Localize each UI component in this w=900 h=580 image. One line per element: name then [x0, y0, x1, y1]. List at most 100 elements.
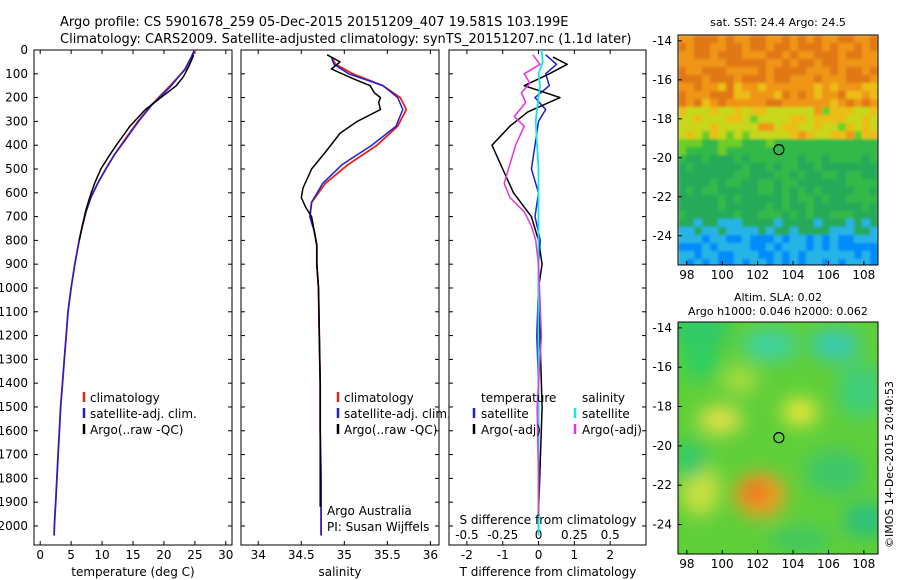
salinity-series: [300, 54, 408, 536]
legend-label-t-argo: Argo(-adj): [481, 423, 541, 437]
legend-label-argo: Argo(..raw -QC): [344, 423, 437, 437]
lon-tick-label: 100: [711, 557, 734, 571]
lat-tick-label: -14: [652, 321, 672, 335]
depth-tick-label: 900: [5, 257, 28, 271]
sst-map-panel: sat. SST: 24.4 Argo: 24.5 98 100 102 104 106…: [652, 16, 879, 282]
lat-tick-label: -22: [652, 478, 672, 492]
differences-plot-frame: [448, 49, 647, 546]
x-tick-label: 15: [125, 548, 140, 562]
lon-tick-label: 98: [679, 268, 694, 282]
legend-label-climatology: climatology: [90, 391, 160, 405]
legend-label-s-argo: Argo(-adj): [582, 423, 642, 437]
depth-tick-label: 700: [5, 210, 28, 224]
depth-tick-label: 200: [5, 91, 28, 105]
lon-tick-label: 104: [782, 268, 805, 282]
series-line-salinity-argo-adj: [503, 54, 543, 515]
series-line-salinity-satellite: [534, 49, 544, 536]
depth-tick-label: 800: [5, 233, 28, 247]
lat-tick-label: -18: [652, 400, 672, 414]
s-tick-label: 0.25: [561, 528, 588, 542]
header-line2: Climatology: CARS2009. Satellite-adjuste…: [60, 32, 632, 47]
salinity-x-ticks: 34 34.5 35 35.5 36: [251, 50, 438, 562]
legend-heading-salinity: salinity: [582, 391, 625, 405]
lon-tick-label: 106: [817, 557, 840, 571]
depth-tick-label: 1400: [0, 376, 28, 390]
header-line1: Argo profile: CS 5901678_259 05-Dec-2015…: [60, 15, 568, 30]
x-tick-label: -1: [497, 548, 509, 562]
depth-tick-label: 0: [20, 43, 28, 57]
x-tick-label: 34: [251, 548, 266, 562]
argo-location-marker: [773, 432, 785, 444]
legend-label-argo: Argo(..raw -QC): [90, 423, 183, 437]
lon-tick-label: 102: [746, 557, 769, 571]
x-tick-label: 0: [535, 548, 543, 562]
lon-tick-label: 102: [746, 268, 769, 282]
sla-map-subtitle: Argo h1000: 0.046 h2000: 0.062: [688, 305, 868, 318]
depth-tick-label: 2000: [0, 519, 28, 533]
lat-tick-label: -24: [652, 229, 672, 243]
salinity-y-ticks: [241, 49, 439, 527]
s-tick-label: -0.25: [487, 528, 518, 542]
sla-map-title: Altim. SLA: 0.02: [734, 291, 822, 304]
x-tick-label: -2: [461, 548, 473, 562]
sla-map-panel: Altim. SLA: 0.02 Argo h1000: 0.046 h2000…: [652, 291, 879, 571]
depth-tick-label: 600: [5, 186, 28, 200]
salinity-legend: climatology satellite-adj. clim. Argo(..…: [336, 391, 451, 437]
lon-tick-label: 98: [679, 557, 694, 571]
legend-heading-temperature: temperature: [481, 391, 556, 405]
depth-tick-label: 1800: [0, 471, 28, 485]
differences-x-ticks: -2 -1 0 1 2: [449, 49, 646, 562]
lat-tick-label: -18: [652, 112, 672, 126]
temperature-legend: climatology satellite-adj. clim. Argo(..…: [82, 391, 197, 437]
salinity-panel: 34 34.5 35 35.5 36 salinity climatology sate…: [240, 49, 451, 579]
lat-tick-label: -20: [652, 439, 672, 453]
temperature-panel: 0 5 10 15 20 25 30 0 100 200 300 400 500 600 700 800 90…: [0, 43, 233, 579]
s-difference-label: S difference from climatology: [460, 513, 637, 527]
sst-map-frame: [677, 34, 879, 266]
depth-tick-label: 300: [5, 114, 28, 128]
x-tick-label: 20: [156, 548, 171, 562]
argo-location-marker: [773, 144, 785, 156]
annotation-pi: PI: Susan Wijffels: [327, 520, 429, 534]
sla-heatmap: [678, 322, 878, 554]
differences-panel: -2 -1 0 1 2 -0.5 -0.25 0 0.25 0.5 S difference f…: [448, 49, 647, 579]
x-tick-label: 25: [187, 548, 202, 562]
lat-tick-label: -16: [652, 73, 672, 87]
differences-series: [491, 49, 568, 536]
differences-legend: temperature satellite Argo(-adj) salinit…: [472, 391, 642, 437]
s-tick-label: -0.5: [455, 528, 478, 542]
lon-tick-label: 106: [817, 268, 840, 282]
lon-tick-label: 100: [711, 268, 734, 282]
salinity-x-label: salinity: [318, 565, 361, 579]
x-tick-label: 10: [94, 548, 109, 562]
temperature-series: [53, 49, 196, 536]
temperature-plot-frame: [33, 49, 233, 546]
sst-map-title: sat. SST: 24.4 Argo: 24.5: [710, 16, 846, 29]
legend-label-s-satellite: satellite: [582, 407, 630, 421]
lat-tick-label: -22: [652, 190, 672, 204]
lat-tick-label: -24: [652, 518, 672, 532]
credit-text: ©IMOS 14-Dec-2015 20:40:53: [883, 381, 896, 548]
lon-tick-label: 108: [852, 557, 875, 571]
sst-heatmap: [678, 35, 878, 265]
annotation-argo-australia: Argo Australia: [327, 504, 412, 518]
depth-tick-label: 1700: [0, 448, 28, 462]
lon-tick-label: 104: [782, 557, 805, 571]
lat-tick-label: -16: [652, 360, 672, 374]
sst-map-ticks: 98 100 102 104 106 108 -14 -16 -18 -20 -22 -24: [652, 34, 875, 282]
series-line-temperature-argo-adj: [491, 56, 568, 515]
lat-tick-label: -14: [652, 34, 672, 48]
x-tick-label: 35: [337, 548, 352, 562]
x-tick-label: 2: [606, 548, 614, 562]
x-tick-label: 1: [571, 548, 579, 562]
temperature-x-ticks: 0 5 10 15 20 25 30: [36, 50, 233, 562]
t-difference-label: T difference from climatology: [459, 565, 637, 579]
legend-label-satellite-adj: satellite-adj. clim.: [344, 407, 451, 421]
depth-tick-label: 500: [5, 162, 28, 176]
x-tick-label: 36: [423, 548, 438, 562]
depth-tick-label: 100: [5, 67, 28, 81]
depth-tick-label: 400: [5, 138, 28, 152]
series-line-argo-raw-qc: [300, 54, 382, 507]
sla-map-frame: [677, 321, 879, 555]
